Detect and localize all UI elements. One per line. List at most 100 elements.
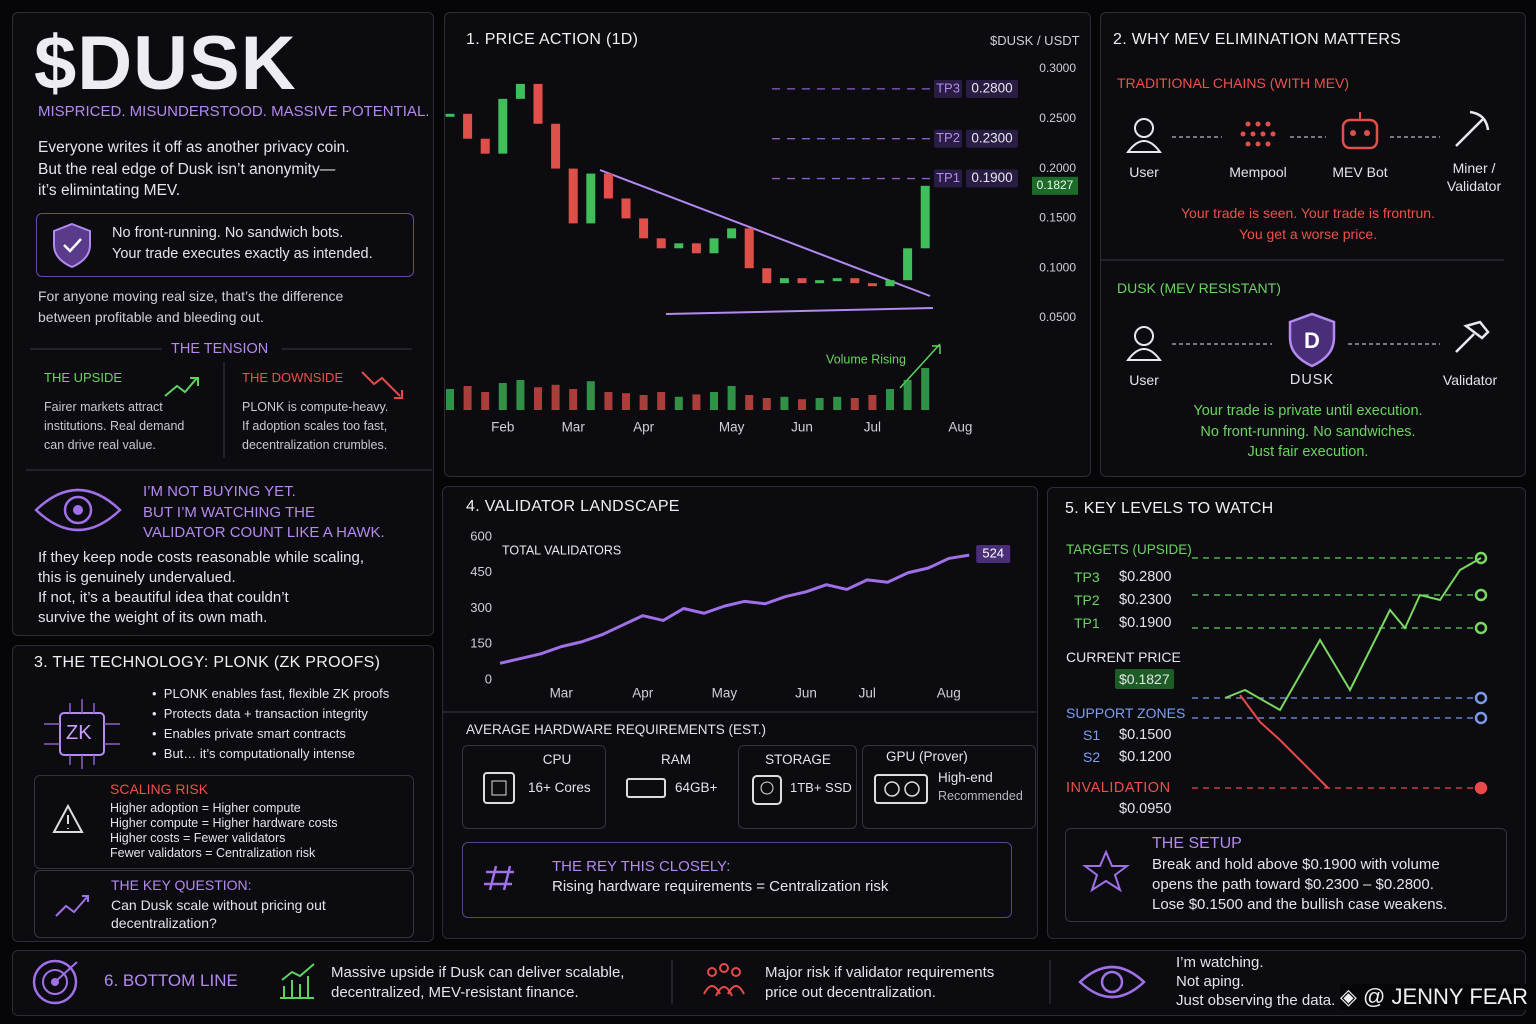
candle: [639, 218, 649, 239]
shape: [1192, 557, 1475, 629]
shape: [1100, 970, 1124, 994]
shape: [361, 371, 403, 399]
volume-bar: [481, 392, 490, 410]
shape: [1240, 121, 1276, 147]
text: survive the weight of its own math.: [38, 609, 268, 626]
text-line: Your trade is private until execution.: [1148, 401, 1468, 422]
shape: [44, 699, 120, 769]
shape: [719, 963, 729, 973]
shape: [1364, 130, 1370, 136]
text-line: Just observing the data.: [1176, 991, 1335, 1010]
text-line: • But… it’s computationally intense: [152, 744, 389, 764]
volume-bar: [850, 398, 859, 410]
bullet: •: [152, 746, 164, 761]
text: Can Dusk scale without pricing out: [111, 897, 326, 913]
pair: $DUSK / USDT: [990, 33, 1080, 48]
target-tag: [934, 129, 962, 148]
candle: [903, 248, 913, 281]
shape: [1134, 118, 1154, 138]
intro: Everyone writes it off as another privac…: [38, 137, 350, 202]
text: Just observing the data.: [1176, 992, 1336, 1009]
risk-lines: Higher adoption = Higher compute Higher c…: [110, 801, 338, 861]
text: price out decentralization.: [765, 984, 936, 1001]
text-line: If adoption scales too fast,: [242, 417, 388, 436]
text: Higher adoption = Higher compute: [110, 801, 301, 815]
shape: [491, 780, 507, 796]
volume-bar: [569, 389, 578, 410]
text: this is genuinely undervalued.: [38, 569, 236, 586]
shape: [1245, 141, 1251, 147]
text: Lose $0.1500 and the bullish case weaken…: [1152, 896, 1448, 913]
volume-bar: [710, 392, 718, 410]
node-label: Miner / Validator: [1446, 160, 1502, 194]
dusk-title: DUSK (MEV RESISTANT): [1117, 280, 1281, 296]
text: decentralized, MEV-resistant finance.: [331, 984, 579, 1001]
text-line: Just fair execution.: [1148, 442, 1468, 463]
watch-headline: I’M NOT BUYING YET. BUT I’M WATCHING THE V…: [143, 482, 385, 544]
shape: [44, 699, 120, 769]
volume-bar: [639, 395, 648, 410]
text: No front-running. No sandwich bots.: [112, 225, 344, 241]
trad-title: TRADITIONAL CHAINS (WITH MEV): [1117, 75, 1350, 91]
candle: [691, 243, 701, 254]
y-tick-label: 0: [485, 671, 492, 686]
text-line: Higher compute = Higher hardware costs: [110, 816, 338, 831]
text: opens the path toward $0.2300 – $0.2800.: [1152, 876, 1434, 893]
shape: [904, 781, 920, 797]
y-tick-label: 600: [470, 528, 492, 543]
text-line: Not aping.: [1176, 972, 1335, 991]
volume-bar: [622, 393, 630, 410]
text: For anyone moving real size, that’s the …: [38, 288, 344, 304]
y-tick-label: 0.2000: [1039, 161, 1076, 175]
candle: [885, 280, 895, 287]
volume-bar: [657, 392, 666, 410]
question-box: [34, 870, 414, 938]
shape: [707, 967, 717, 977]
text-line: Massive upside if Dusk can deliver scala…: [331, 963, 624, 983]
node-label: Validator: [1442, 372, 1498, 388]
volume-bar: [551, 384, 560, 410]
shape: [1126, 348, 1162, 361]
candle: [867, 283, 877, 287]
candle: [674, 243, 684, 249]
shape: [55, 895, 89, 917]
hw-label: CPU: [542, 752, 572, 767]
text: Major risk if validator requirements: [765, 964, 995, 981]
volume-bar: [534, 387, 542, 410]
tension-title: THE TENSION: [171, 341, 269, 357]
candle: [815, 280, 825, 284]
candle: [463, 113, 473, 139]
text: No front-running. No sandwiches.: [1200, 423, 1416, 440]
text: VALIDATOR COUNT LIKE A HAWK.: [143, 524, 385, 541]
text-line: decentralization crumbles.: [242, 436, 388, 455]
candle: [797, 278, 807, 284]
text: Your trade executes exactly as intended.: [112, 246, 373, 262]
text-line: VALIDATOR COUNT LIKE A HAWK.: [143, 523, 385, 544]
shape: [34, 488, 122, 532]
text-line: You get a worse price.: [1148, 224, 1468, 245]
main-title: $DUSK: [34, 21, 297, 106]
text: I’M NOT BUYING YET.: [143, 483, 296, 500]
series-line: [499, 553, 970, 665]
setup-box: [1065, 828, 1507, 922]
shape: [626, 778, 666, 798]
text: I’m watching.: [1176, 954, 1264, 971]
hw-label: RAM: [661, 752, 691, 767]
shape: [731, 967, 741, 977]
shape: [1341, 118, 1379, 150]
volume-bar: [727, 386, 736, 410]
text: You get a worse price.: [1238, 226, 1377, 242]
text-line: survive the weight of its own math.: [38, 608, 364, 628]
shape: [1245, 121, 1251, 127]
shape: [760, 781, 774, 795]
target-tag: [966, 79, 1018, 98]
shape: [1474, 551, 1488, 795]
credit: ◈ @ JENNY FEAR: [1340, 984, 1528, 1010]
shape: [1474, 551, 1488, 565]
text-line: Major risk if validator requirements: [765, 963, 994, 983]
hw-note: Recommended: [938, 789, 1023, 803]
x-tick-label: Feb: [491, 420, 514, 435]
text-line: Higher costs = Fewer validators: [110, 831, 338, 846]
